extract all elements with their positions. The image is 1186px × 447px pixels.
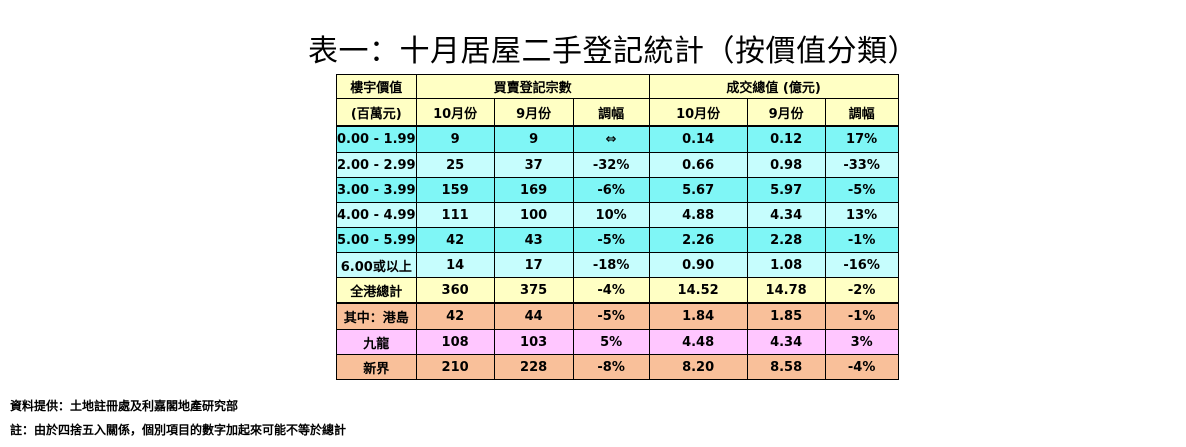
cell-value-change: -16% bbox=[824, 252, 899, 278]
cell-sep-count: 17 bbox=[493, 252, 574, 278]
cell-value-change: -1% bbox=[824, 227, 899, 253]
subheader-unit: (百萬元) bbox=[336, 98, 417, 127]
cell-sep-value: 1.85 bbox=[746, 302, 826, 330]
cell-oct-value: 0.90 bbox=[648, 252, 748, 278]
row-label: 九龍 bbox=[336, 329, 417, 355]
cell-oct-count: 9 bbox=[415, 125, 495, 153]
cell-oct-count: 108 bbox=[415, 329, 495, 355]
row-label: 5.00 - 5.99 bbox=[336, 227, 417, 253]
header-row: 樓宇價值 買賣登記宗數 成交總值 (億元) bbox=[336, 74, 899, 99]
cell-value-change: 13% bbox=[824, 202, 899, 228]
table-row: 4.00 - 4.99 111 100 10% 4.88 4.34 13% bbox=[336, 202, 899, 228]
cell-oct-count: 25 bbox=[415, 152, 495, 178]
cell-oct-value: 8.20 bbox=[648, 354, 748, 380]
cell-sep-value: 14.78 bbox=[746, 277, 826, 304]
cell-oct-value: 14.52 bbox=[648, 277, 748, 304]
statistics-table: 樓宇價值 買賣登記宗數 成交總值 (億元) (百萬元) 10月份 9月份 調幅 … bbox=[336, 74, 899, 380]
cell-oct-value: 0.66 bbox=[648, 152, 748, 178]
header-property-value: 樓宇價值 bbox=[336, 74, 417, 99]
header-value-group: 成交總值 (億元) bbox=[648, 74, 899, 99]
cell-sep-value: 2.28 bbox=[746, 227, 826, 253]
cell-sep-value: 0.12 bbox=[746, 125, 826, 153]
rounding-note: 註：由於四捨五入關係，個別項目的數字加起來可能不等於總計 bbox=[10, 423, 347, 437]
subheader-sep-value: 9月份 bbox=[746, 98, 826, 127]
cell-sep-value: 1.08 bbox=[746, 252, 826, 278]
cell-oct-value: 5.67 bbox=[648, 177, 748, 203]
table-row: 3.00 - 3.99 159 169 -6% 5.67 5.97 -5% bbox=[336, 177, 899, 203]
cell-sep-count: 37 bbox=[493, 152, 574, 178]
cell-oct-count: 111 bbox=[415, 202, 495, 228]
subheader-oct-value: 10月份 bbox=[648, 98, 748, 127]
cell-count-change: ⇔ bbox=[572, 125, 650, 153]
row-label: 其中：港島 bbox=[336, 302, 417, 330]
cell-count-change: -8% bbox=[572, 354, 650, 380]
cell-value-change: -4% bbox=[824, 354, 899, 380]
row-label: 全港總計 bbox=[336, 277, 417, 304]
cell-oct-value: 4.88 bbox=[648, 202, 748, 228]
cell-sep-count: 43 bbox=[493, 227, 574, 253]
cell-sep-value: 0.98 bbox=[746, 152, 826, 178]
subheader-value-change: 調幅 bbox=[824, 98, 899, 127]
cell-sep-count: 228 bbox=[493, 354, 574, 380]
cell-oct-count: 42 bbox=[415, 227, 495, 253]
table-row: 5.00 - 5.99 42 43 -5% 2.26 2.28 -1% bbox=[336, 227, 899, 253]
cell-sep-count: 100 bbox=[493, 202, 574, 228]
cell-value-change: -1% bbox=[824, 302, 899, 330]
cell-sep-value: 4.34 bbox=[746, 202, 826, 228]
subheader-row: (百萬元) 10月份 9月份 調幅 10月份 9月份 調幅 bbox=[336, 98, 899, 127]
cell-count-change: 10% bbox=[572, 202, 650, 228]
cell-sep-count: 44 bbox=[493, 302, 574, 330]
table-row: 0.00 - 1.99 9 9 ⇔ 0.14 0.12 17% bbox=[336, 125, 899, 153]
source-note: 資料提供：土地註冊處及利嘉閣地產研究部 bbox=[10, 399, 239, 413]
cell-sep-value: 8.58 bbox=[746, 354, 826, 380]
cell-oct-value: 0.14 bbox=[648, 125, 748, 153]
cell-oct-value: 4.48 bbox=[648, 329, 748, 355]
cell-sep-count: 169 bbox=[493, 177, 574, 203]
row-label: 0.00 - 1.99 bbox=[336, 125, 417, 153]
table-row: 全港總計 360 375 -4% 14.52 14.78 -2% bbox=[336, 277, 899, 304]
table-row: 九龍 108 103 5% 4.48 4.34 3% bbox=[336, 329, 899, 355]
table-title: 表一：十月居屋二手登記統計（按價值分類） bbox=[308, 34, 918, 69]
cell-count-change: -5% bbox=[572, 302, 650, 330]
cell-sep-value: 4.34 bbox=[746, 329, 826, 355]
row-label: 4.00 - 4.99 bbox=[336, 202, 417, 228]
cell-count-change: 5% bbox=[572, 329, 650, 355]
table-row: 新界 210 228 -8% 8.20 8.58 -4% bbox=[336, 354, 899, 380]
row-label: 3.00 - 3.99 bbox=[336, 177, 417, 203]
cell-sep-value: 5.97 bbox=[746, 177, 826, 203]
table-row: 6.00或以上 14 17 -18% 0.90 1.08 -16% bbox=[336, 252, 899, 278]
cell-count-change: -4% bbox=[572, 277, 650, 304]
cell-value-change: 17% bbox=[824, 125, 899, 153]
cell-oct-value: 2.26 bbox=[648, 227, 748, 253]
cell-value-change: -5% bbox=[824, 177, 899, 203]
cell-value-change: 3% bbox=[824, 329, 899, 355]
cell-count-change: -18% bbox=[572, 252, 650, 278]
subheader-sep-count: 9月份 bbox=[493, 98, 574, 127]
cell-sep-count: 9 bbox=[493, 125, 574, 153]
row-label: 2.00 - 2.99 bbox=[336, 152, 417, 178]
cell-count-change: -5% bbox=[572, 227, 650, 253]
header-transactions-group: 買賣登記宗數 bbox=[415, 74, 650, 99]
row-label: 6.00或以上 bbox=[336, 252, 417, 278]
cell-count-change: -6% bbox=[572, 177, 650, 203]
subheader-count-change: 調幅 bbox=[572, 98, 650, 127]
cell-sep-count: 103 bbox=[493, 329, 574, 355]
cell-oct-count: 159 bbox=[415, 177, 495, 203]
cell-oct-count: 42 bbox=[415, 302, 495, 330]
cell-value-change: -2% bbox=[824, 277, 899, 304]
subheader-oct-count: 10月份 bbox=[415, 98, 495, 127]
table-row: 其中：港島 42 44 -5% 1.84 1.85 -1% bbox=[336, 302, 899, 330]
cell-oct-count: 14 bbox=[415, 252, 495, 278]
cell-oct-count: 360 bbox=[415, 277, 495, 304]
cell-oct-value: 1.84 bbox=[648, 302, 748, 330]
table-row: 2.00 - 2.99 25 37 -32% 0.66 0.98 -33% bbox=[336, 152, 899, 178]
cell-count-change: -32% bbox=[572, 152, 650, 178]
cell-oct-count: 210 bbox=[415, 354, 495, 380]
cell-sep-count: 375 bbox=[493, 277, 574, 304]
cell-value-change: -33% bbox=[824, 152, 899, 178]
row-label: 新界 bbox=[336, 354, 417, 380]
